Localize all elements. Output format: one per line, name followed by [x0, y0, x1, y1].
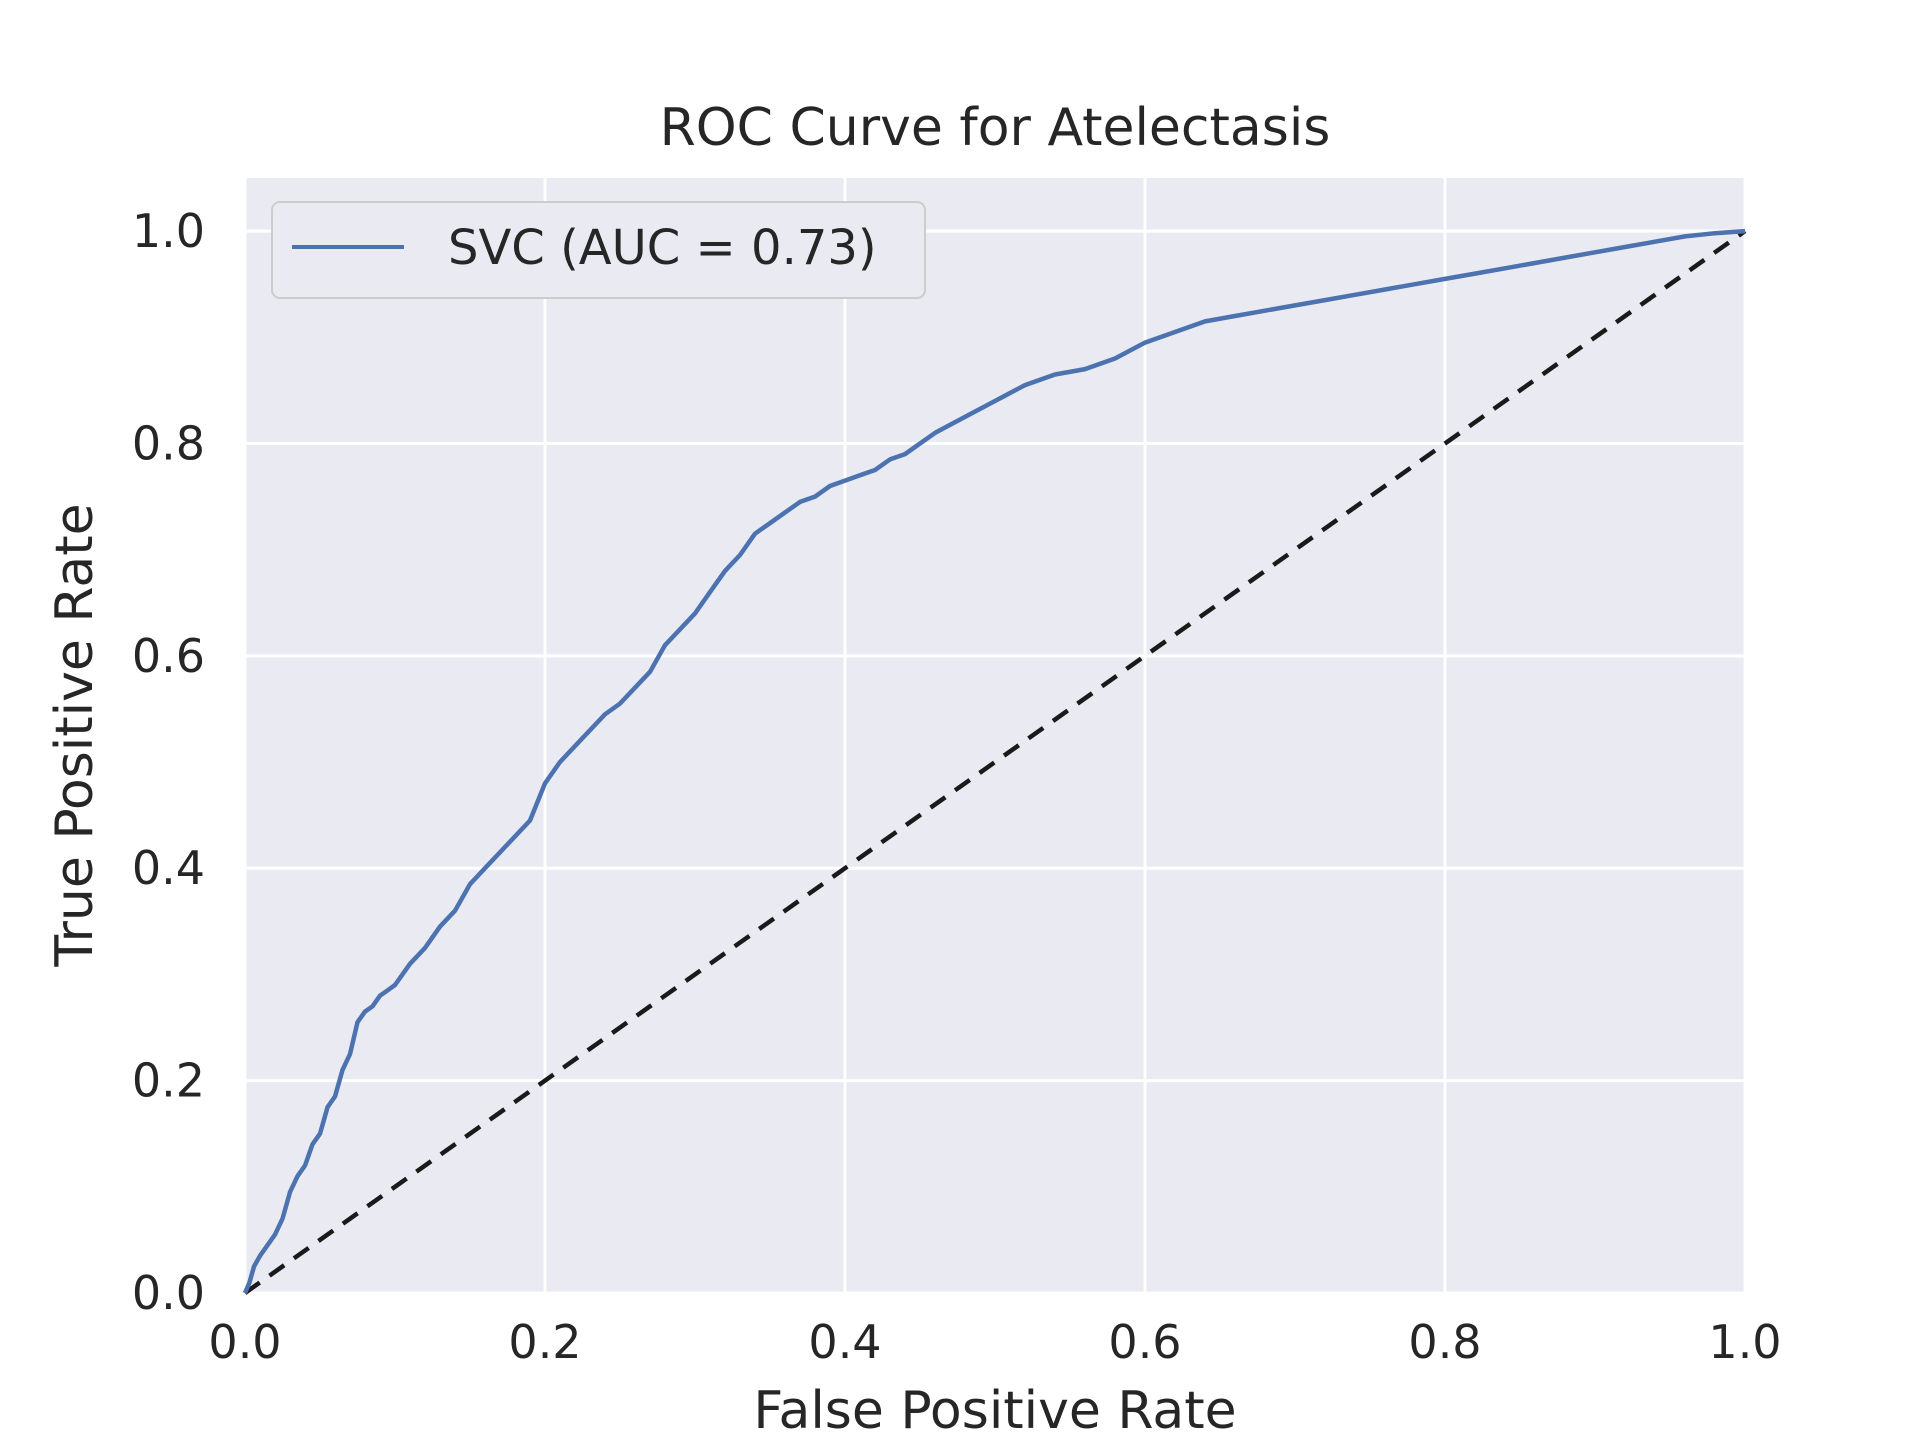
y-axis-label: True Positive Rate — [45, 503, 105, 967]
y-tick-label: 0.8 — [132, 416, 205, 470]
legend-label: SVC (AUC = 0.73) — [448, 220, 877, 276]
y-tick-label: 0.6 — [132, 629, 205, 683]
y-tick-label: 0.4 — [132, 841, 205, 895]
x-tick-label: 0.8 — [1408, 1315, 1481, 1369]
y-tick-label: 0.0 — [132, 1266, 205, 1320]
series-layer — [242, 228, 1747, 1295]
y-tick-label: 1.0 — [132, 204, 205, 258]
roc-series-line — [242, 228, 1746, 1294]
y-tick-label: 0.2 — [132, 1054, 205, 1108]
x-tick-label: 0.6 — [1108, 1315, 1181, 1369]
plot-background — [245, 178, 1745, 1293]
x-tick-label: 1.0 — [1708, 1315, 1781, 1369]
x-tick-label: 0.4 — [808, 1315, 881, 1369]
chance-diagonal-line — [243, 229, 1747, 1295]
legend-box — [271, 201, 926, 299]
chart-title: ROC Curve for Atelectasis — [660, 98, 1331, 158]
x-axis-label: False Positive Rate — [753, 1381, 1236, 1440]
tick-labels: 0.0 0.2 0.4 0.6 0.8 1.0 0.0 0.2 0.4 0.6 0.8 1.0 — [132, 204, 1782, 1369]
x-tick-label: 0.2 — [508, 1315, 581, 1369]
legend: SVC (AUC = 0.73) — [271, 201, 926, 299]
x-tick-label: 0.0 — [208, 1315, 281, 1369]
